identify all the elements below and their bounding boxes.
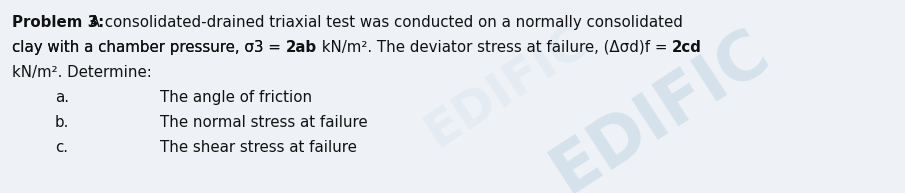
Text: c.: c. (55, 140, 68, 155)
Text: EDIFIC: EDIFIC (540, 18, 781, 193)
Text: 2cd: 2cd (672, 40, 702, 55)
Text: A consolidated-drained triaxial test was conducted on a normally consolidated: A consolidated-drained triaxial test was… (85, 15, 683, 30)
Text: EDIFIC: EDIFIC (416, 17, 597, 157)
Text: b.: b. (55, 115, 70, 130)
Text: kN/m². The deviator stress at failure, (Δσd)f =: kN/m². The deviator stress at failure, (… (317, 40, 672, 55)
Text: clay with a chamber pressure, σ3 =: clay with a chamber pressure, σ3 = (12, 40, 286, 55)
Text: a.: a. (55, 90, 69, 105)
Text: 2ab: 2ab (286, 40, 317, 55)
Text: Problem 3:: Problem 3: (12, 15, 104, 30)
Text: kN/m². Determine:: kN/m². Determine: (12, 65, 152, 80)
Text: clay with a chamber pressure, σ3 =: clay with a chamber pressure, σ3 = (12, 40, 286, 55)
Text: The normal stress at failure: The normal stress at failure (160, 115, 367, 130)
Text: The angle of friction: The angle of friction (160, 90, 312, 105)
Text: The shear stress at failure: The shear stress at failure (160, 140, 357, 155)
